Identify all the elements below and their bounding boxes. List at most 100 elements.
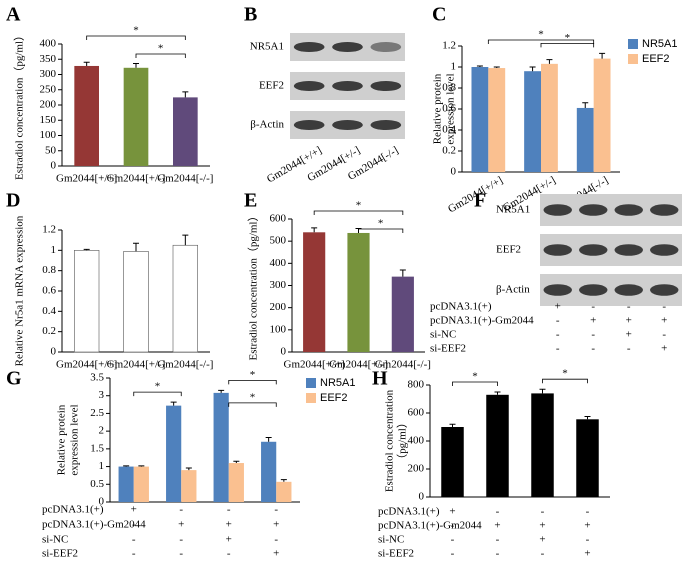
error-bar — [182, 234, 189, 246]
bar — [471, 67, 489, 172]
bar — [486, 394, 509, 497]
error-bar — [494, 391, 501, 395]
y-tick-label: 0.8 — [42, 264, 56, 276]
condition-mark: - — [179, 534, 183, 546]
error-bar — [584, 416, 591, 420]
x-tick-label: Gm2044[+/+] — [56, 359, 117, 371]
condition-mark: + — [661, 343, 667, 355]
significance-bracket — [358, 228, 404, 233]
significance-label: * — [158, 43, 164, 55]
panel-letter: G — [6, 368, 22, 390]
y-tick-label: 200 — [270, 301, 287, 313]
y-tick-label: 300 — [270, 279, 287, 291]
y-axis-label: Relative protein — [56, 404, 68, 475]
bar — [74, 250, 100, 353]
bar — [576, 107, 594, 172]
error-bar — [218, 389, 225, 393]
y-tick-label: 0.8 — [442, 82, 456, 94]
y-tick-label: 2 — [99, 425, 105, 437]
y-tick-label: 2.5 — [90, 407, 104, 419]
legend-swatch — [306, 378, 316, 388]
significance-label: * — [250, 369, 256, 381]
x-tick-label: Gm2044[+/+] — [284, 359, 345, 371]
condition-label: si-NC — [42, 534, 68, 546]
blot-band — [579, 204, 608, 216]
y-tick-label: 3.5 — [90, 372, 104, 384]
condition-mark: - — [541, 506, 545, 518]
legend-label: EEF2 — [642, 53, 670, 65]
bar — [276, 481, 292, 502]
blot-band — [543, 244, 572, 256]
y-axis-label: expression level — [445, 73, 457, 144]
bar — [593, 58, 611, 172]
condition-label: pcDNA3.1(+) — [430, 301, 492, 313]
bar — [173, 97, 198, 166]
bar — [347, 232, 370, 352]
y-axis-label: Estradiol concentration（pg/ml） — [247, 211, 260, 361]
condition-mark: + — [494, 520, 500, 532]
y-tick-label: 100 — [40, 129, 57, 141]
condition-mark: - — [662, 329, 666, 341]
bar — [488, 68, 506, 172]
significance-bracket — [313, 210, 404, 215]
x-tick-label: Gm2044[+/+] — [56, 173, 117, 185]
condition-mark: - — [556, 343, 560, 355]
bar — [172, 244, 198, 353]
blot-band — [650, 284, 679, 296]
blot-band — [543, 204, 572, 216]
condition-label: si-EEF2 — [42, 548, 78, 560]
legend-swatch — [306, 393, 316, 403]
panel-letter: H — [372, 368, 388, 390]
error-bar — [311, 227, 318, 233]
error-bar — [399, 269, 406, 277]
blot-band — [332, 119, 363, 131]
y-tick-label: 1 — [99, 460, 105, 472]
condition-mark: - — [591, 329, 595, 341]
y-tick-label: 600 — [408, 407, 425, 419]
bar — [441, 427, 464, 497]
error-bar — [123, 465, 130, 467]
significance-label: * — [378, 218, 384, 230]
blot-row-label: EEF2 — [496, 244, 521, 256]
error-bar — [599, 52, 606, 59]
condition-label: si-NC — [378, 534, 404, 546]
condition-mark: + — [584, 520, 590, 532]
significance-bracket — [86, 35, 186, 40]
condition-label: pcDNA3.1(+)-Gm2044 — [378, 520, 482, 532]
y-tick-label: 0.2 — [442, 145, 456, 157]
blot-band — [332, 41, 363, 53]
blot-band — [370, 80, 402, 92]
significance-bracket — [135, 53, 186, 58]
condition-mark: - — [179, 548, 183, 560]
condition-mark: + — [626, 315, 632, 327]
condition-mark: - — [627, 343, 631, 355]
y-axis-label: （pg/ml） — [396, 417, 409, 465]
y-axis-label: Estradiol concentration — [384, 389, 396, 492]
panel-letter: E — [244, 190, 257, 212]
y-tick-label: 0 — [51, 160, 57, 172]
error-bar — [265, 437, 272, 442]
y-tick-label: 0 — [419, 491, 425, 503]
condition-mark: - — [496, 506, 500, 518]
significance-bracket — [542, 378, 588, 384]
condition-mark: - — [496, 534, 500, 546]
blot-band — [650, 244, 679, 256]
condition-mark: - — [227, 548, 231, 560]
y-tick-label: 200 — [40, 99, 57, 111]
y-tick-label: 500 — [270, 235, 287, 247]
error-bar — [546, 59, 553, 64]
blot-band — [614, 284, 643, 296]
significance-bracket — [133, 391, 182, 397]
error-bar — [493, 66, 500, 69]
x-tick-label: Gm2044[+/-] — [107, 173, 166, 185]
error-bar — [476, 65, 483, 67]
condition-mark: - — [132, 548, 136, 560]
y-tick-label: 0 — [51, 346, 57, 358]
panel-letter: A — [6, 4, 21, 26]
condition-mark: + — [226, 519, 232, 531]
y-axis-label: Relative Nr5a1 mRNA expression — [14, 215, 26, 366]
condition-label: pcDNA3.1(+)-Gm2044 — [42, 519, 146, 531]
blot-band — [293, 119, 325, 131]
blot-band — [370, 41, 402, 53]
